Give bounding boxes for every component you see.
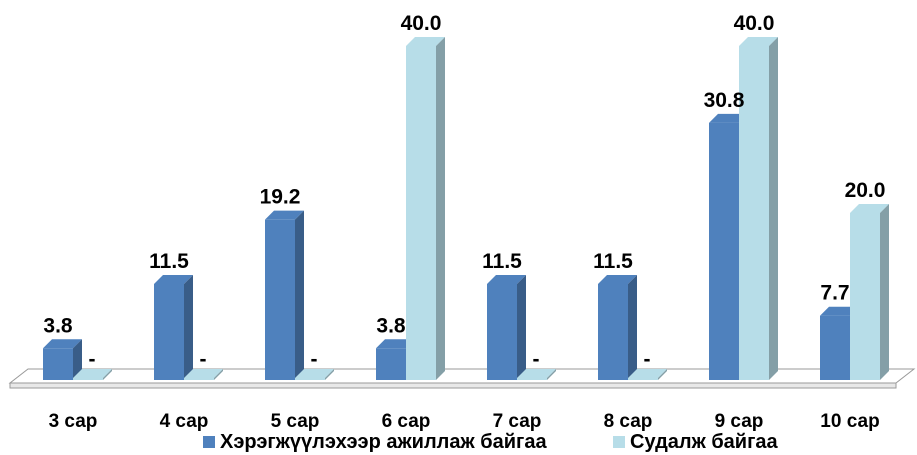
bar-studying-5 bbox=[517, 369, 556, 380]
category-label-2: 4 сар bbox=[160, 411, 209, 432]
bar-studying-1 bbox=[73, 369, 112, 380]
data-label-implementing-6: 11.5 bbox=[593, 250, 633, 273]
bar-implementing-3 bbox=[265, 210, 304, 380]
data-label-studying-6: - bbox=[644, 348, 651, 371]
category-label-5: 7 сар bbox=[493, 411, 542, 432]
data-label-studying-5: - bbox=[533, 348, 540, 371]
data-label-studying-1: - bbox=[89, 348, 96, 371]
bar-studying-7 bbox=[739, 37, 778, 380]
data-label-studying-2: - bbox=[200, 348, 207, 371]
data-label-studying-7: 40.0 bbox=[734, 12, 775, 35]
bar-implementing-2 bbox=[154, 274, 193, 380]
data-label-studying-3: - bbox=[311, 348, 318, 371]
legend-swatch-studying bbox=[613, 436, 625, 448]
data-label-implementing-7: 30.8 bbox=[704, 89, 745, 112]
bar-implementing-1 bbox=[43, 339, 82, 380]
bar-studying-4 bbox=[406, 37, 445, 380]
data-label-studying-4: 40.0 bbox=[401, 12, 442, 35]
category-label-6: 8 сар bbox=[604, 411, 653, 432]
category-label-1: 3 сар bbox=[49, 411, 98, 432]
data-label-implementing-4: 3.8 bbox=[376, 314, 406, 337]
legend-swatch-implementing bbox=[203, 436, 215, 448]
bar-studying-3 bbox=[295, 369, 334, 380]
data-label-implementing-3: 19.2 bbox=[260, 186, 301, 209]
data-label-implementing-8: 7.7 bbox=[820, 282, 849, 305]
bar-studying-6 bbox=[628, 369, 667, 380]
bar-implementing-6 bbox=[598, 274, 637, 380]
data-label-implementing-1: 3.8 bbox=[43, 314, 73, 337]
category-label-3: 5 сар bbox=[271, 411, 320, 432]
legend-label-studying: Судалж байгаа bbox=[630, 431, 779, 453]
chart-floor bbox=[8, 368, 916, 384]
bar-studying-2 bbox=[184, 369, 223, 380]
data-label-implementing-5: 11.5 bbox=[482, 250, 522, 273]
category-label-7: 9 сар bbox=[715, 411, 764, 432]
bar-studying-8 bbox=[850, 204, 889, 380]
data-label-implementing-2: 11.5 bbox=[149, 250, 189, 273]
bar-implementing-5 bbox=[487, 274, 526, 380]
chart-floor-front bbox=[9, 382, 897, 389]
legend-label-implementing: Хэрэгжүүлэхээр ажиллаж байгаа bbox=[220, 431, 547, 453]
category-label-4: 6 сар bbox=[382, 411, 431, 432]
data-label-studying-8: 20.0 bbox=[845, 179, 886, 202]
category-label-8: 10 сар bbox=[820, 411, 879, 432]
legend: Хэрэгжүүлэхээр ажиллаж байгаа Судалж байг… bbox=[203, 431, 779, 453]
